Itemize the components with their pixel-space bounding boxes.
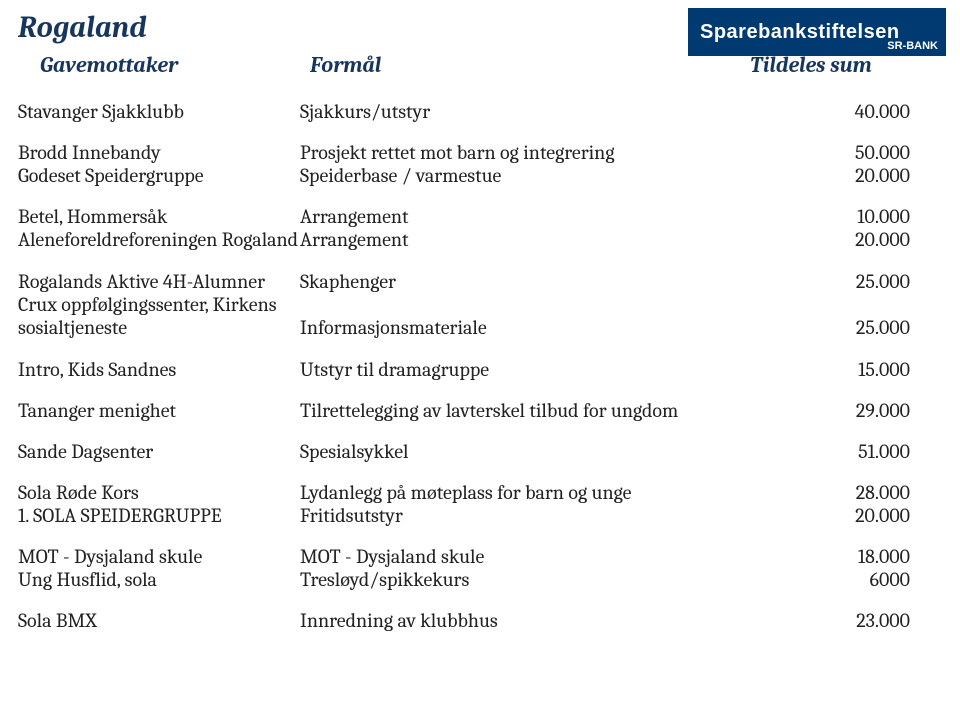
cell-recipient: Tananger menighet [0,399,300,422]
cell-recipient: 1. SOLA SPEIDERGRUPPE [0,504,300,527]
cell-sum: 28.000 [780,481,930,504]
cell-recipient: Godeset Speidergruppe [0,164,300,187]
cell-sum: 25.000 [780,270,930,293]
logo-sub-text: SR-BANK [887,40,938,52]
cell-purpose: MOT - Dysjaland skule [300,545,780,568]
cell-purpose: Tresløyd/spikkekurs [300,568,780,591]
cell-sum: 18.000 [780,545,930,568]
cell-recipient: Sola Røde Kors [0,481,300,504]
cell-sum: 20.000 [780,228,930,252]
cell-purpose: Fritidsutstyr [300,504,780,527]
table-row: Stavanger SjakklubbSjakkurs/utstyr40.000 [0,100,960,123]
table-row: Sande DagsenterSpesialsykkel51.000 [0,440,960,463]
page-title: Rogaland [18,10,146,45]
table-row: Aleneforeldreforeningen RogalandArrangem… [0,228,960,252]
grants-table: Stavanger SjakklubbSjakkurs/utstyr40.000… [0,100,960,632]
table-row: Betel, HommersåkArrangement10.000 [0,205,960,228]
cell-sum: 40.000 [780,100,930,123]
cell-recipient: MOT - Dysjaland skule [0,545,300,568]
row-gap [0,187,960,205]
cell-purpose: Lydanlegg på møteplass for barn og unge [300,481,780,504]
table-row: Brodd InnebandyProsjekt rettet mot barn … [0,141,960,164]
header-recipient: Gavemottaker [0,52,310,78]
table-row: Tananger menighetTilrettelegging av lavt… [0,399,960,422]
cell-purpose: Tilrettelegging av lavterskel tilbud for… [300,399,780,422]
logo-main-text: Sparebankstiftelsen [700,21,900,44]
cell-purpose: Innredning av klubbhus [300,609,780,632]
cell-purpose: Speiderbase / varmestue [300,164,780,187]
cell-recipient: Rogalands Aktive 4H-Alumner [0,270,300,293]
cell-sum: 6000 [780,568,930,591]
table-row: Rogalands Aktive 4H-AlumnerSkaphenger25.… [0,270,960,293]
cell-recipient: Aleneforeldreforeningen Rogaland [0,228,300,252]
cell-recipient: Sande Dagsenter [0,440,300,463]
table-row: Ung Husflid, solaTresløyd/spikkekurs6000 [0,568,960,591]
row-gap [0,381,960,399]
table-row: Godeset SpeidergruppeSpeiderbase / varme… [0,164,960,187]
cell-purpose: Skaphenger [300,270,780,293]
header-purpose: Formål [310,52,750,78]
cell-purpose: Spesialsykkel [300,440,780,463]
cell-recipient: Betel, Hommersåk [0,205,300,228]
header-sum: Tildeles sum [750,52,960,78]
cell-purpose: Prosjekt rettet mot barn og integrering [300,141,780,164]
cell-sum: 29.000 [780,399,930,422]
cell-sum: 51.000 [780,440,930,463]
row-gap [0,463,960,481]
cell-sum: 10.000 [780,205,930,228]
cell-purpose: Informasjonsmateriale [300,293,780,340]
table-row: Crux oppfølgingssenter, Kirkens sosialtj… [0,293,960,340]
cell-purpose: Arrangement [300,228,780,252]
cell-recipient: Brodd Innebandy [0,141,300,164]
cell-purpose: Arrangement [300,205,780,228]
row-gap [0,591,960,609]
table-row: MOT - Dysjaland skuleMOT - Dysjaland sku… [0,545,960,568]
table-header: Gavemottaker Formål Tildeles sum [0,52,960,78]
cell-recipient: Intro, Kids Sandnes [0,358,300,381]
table-row: Sola Røde KorsLydanlegg på møteplass for… [0,481,960,504]
row-gap [0,340,960,358]
table-row: 1. SOLA SPEIDERGRUPPEFritidsutstyr20.000 [0,504,960,527]
row-gap [0,123,960,141]
cell-sum: 20.000 [780,504,930,527]
cell-purpose: Utstyr til dramagruppe [300,358,780,381]
cell-sum: 50.000 [780,141,930,164]
table-row: Intro, Kids SandnesUtstyr til dramagrupp… [0,358,960,381]
brand-logo: Sparebankstiftelsen SR-BANK [688,8,946,56]
cell-purpose: Sjakkurs/utstyr [300,100,780,123]
row-gap [0,527,960,545]
cell-sum: 20.000 [780,164,930,187]
cell-recipient: Ung Husflid, sola [0,568,300,591]
cell-sum: 23.000 [780,609,930,632]
cell-recipient: Sola BMX [0,609,300,632]
row-gap [0,422,960,440]
table-row: Sola BMXInnredning av klubbhus23.000 [0,609,960,632]
cell-sum: 15.000 [780,358,930,381]
cell-sum: 25.000 [780,293,930,340]
row-gap [0,252,960,270]
cell-recipient: Crux oppfølgingssenter, Kirkens sosialtj… [0,293,300,340]
cell-recipient: Stavanger Sjakklubb [0,100,300,123]
